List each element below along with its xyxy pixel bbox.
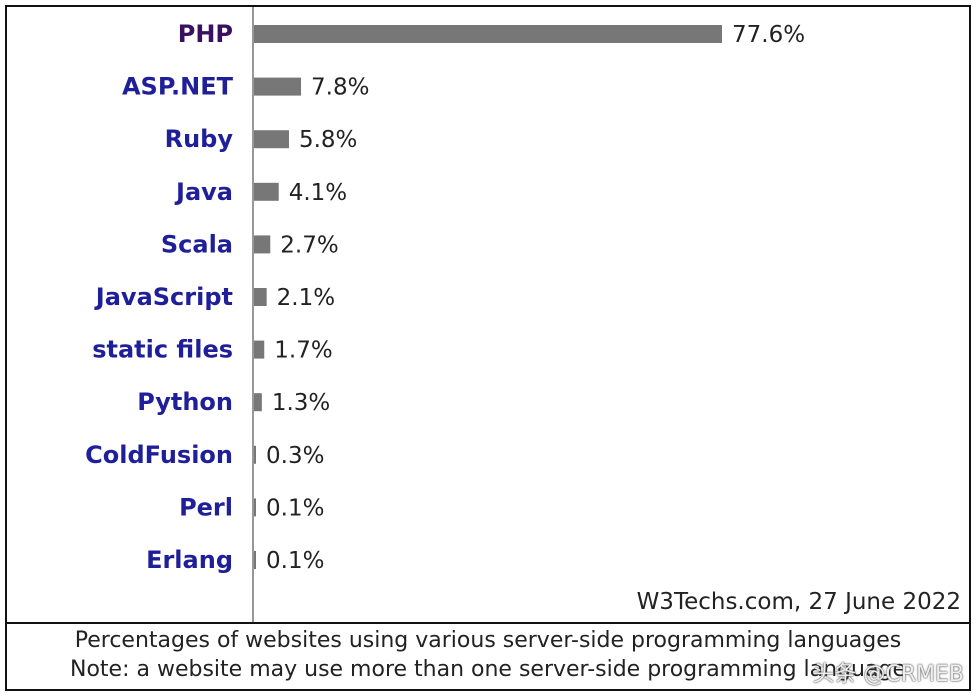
watermark-text: 头条 @CRMEB bbox=[812, 662, 964, 687]
caption-line-2: Note: a website may use more than one se… bbox=[70, 657, 906, 682]
value-label: 0.3% bbox=[266, 443, 324, 469]
bar bbox=[254, 445, 256, 464]
caption-line-1: Percentages of websites using various se… bbox=[74, 628, 902, 653]
chart-caption: Percentages of websites using various se… bbox=[7, 626, 969, 684]
chart-frame: PHP 77.6% ASP.NET 7.8% Ruby 5.8% Java 4.1% Scala… bbox=[5, 5, 971, 691]
chart-source: W3Techs.com, 27 June 2022 bbox=[636, 589, 961, 615]
bar bbox=[254, 77, 302, 96]
bar-chart: PHP 77.6% ASP.NET 7.8% Ruby 5.8% Java 4.1% Scala… bbox=[85, 7, 805, 622]
value-label: 7.8% bbox=[311, 75, 369, 101]
bar bbox=[254, 551, 256, 569]
category-label: ColdFusion bbox=[85, 441, 233, 469]
bar bbox=[254, 130, 289, 149]
bar bbox=[254, 25, 722, 43]
category-label: Perl bbox=[179, 493, 233, 521]
value-label: 1.3% bbox=[272, 390, 330, 416]
value-label: 2.1% bbox=[277, 285, 335, 311]
category-label: Python bbox=[137, 388, 233, 416]
bar bbox=[254, 498, 256, 517]
value-label: 77.6% bbox=[732, 22, 805, 48]
category-label: PHP bbox=[178, 20, 233, 48]
plot-area: PHP 77.6% ASP.NET 7.8% Ruby 5.8% Java 4.1% Scala… bbox=[7, 7, 969, 624]
caption-divider bbox=[7, 622, 969, 624]
bar bbox=[254, 182, 279, 201]
category-label: Erlang bbox=[146, 546, 233, 574]
value-label: 1.7% bbox=[274, 338, 332, 364]
value-label: 5.8% bbox=[299, 127, 357, 153]
value-label: 0.1% bbox=[266, 495, 324, 521]
category-label: Scala bbox=[161, 230, 233, 258]
bar bbox=[254, 235, 271, 254]
category-label: Ruby bbox=[165, 125, 234, 153]
value-label: 0.1% bbox=[266, 548, 324, 574]
category-label: static files bbox=[92, 336, 233, 364]
category-label: ASP.NET bbox=[122, 73, 234, 101]
bar bbox=[254, 288, 267, 306]
value-label: 2.7% bbox=[280, 232, 338, 258]
bar bbox=[254, 393, 262, 412]
bar bbox=[254, 340, 265, 359]
category-label: Java bbox=[174, 178, 233, 206]
value-label: 4.1% bbox=[289, 180, 347, 206]
category-label: JavaScript bbox=[94, 283, 233, 311]
